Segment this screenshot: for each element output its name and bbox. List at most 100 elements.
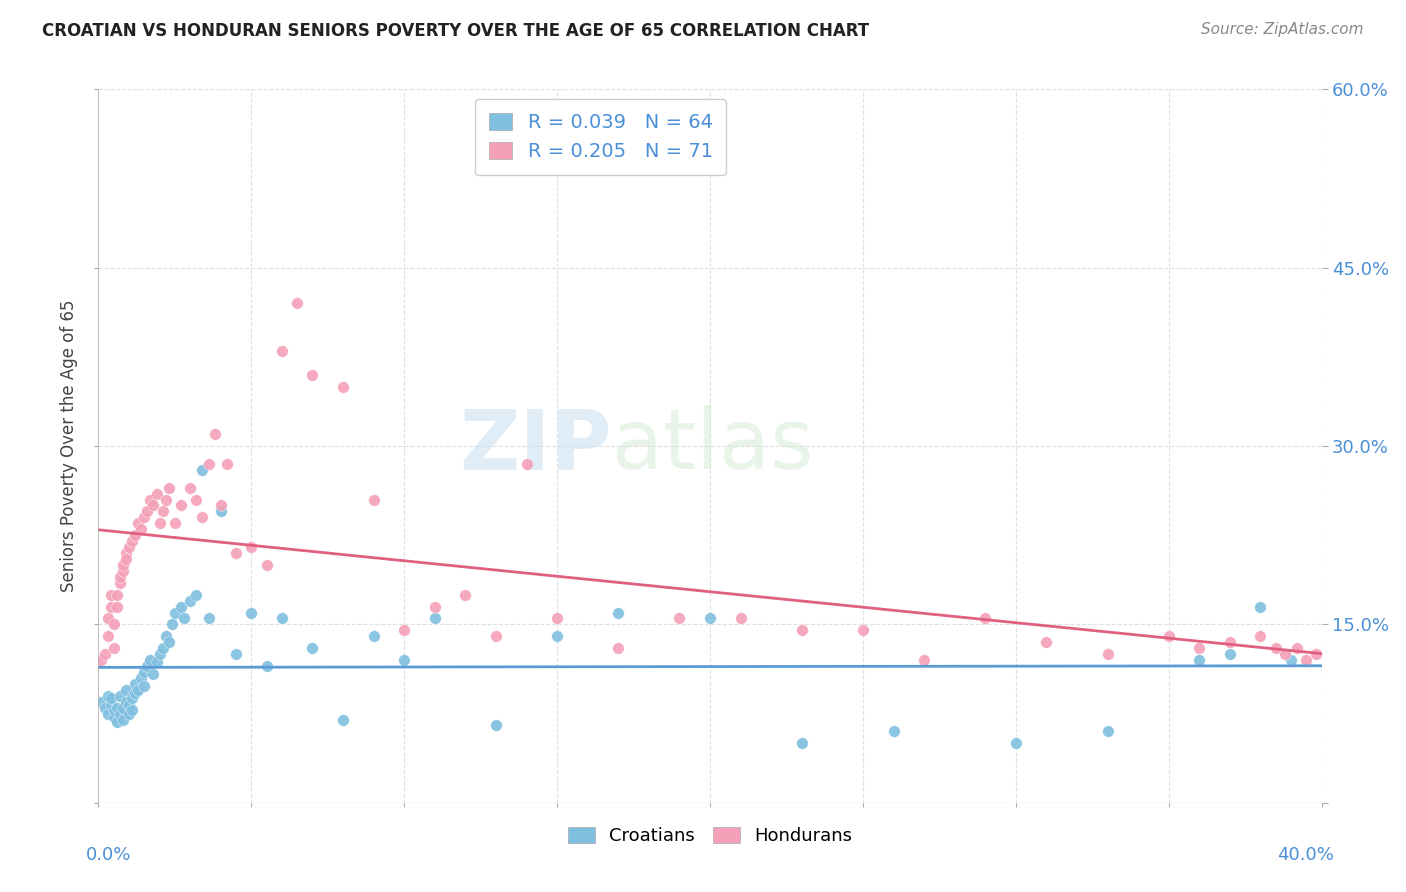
Point [485, 718, 508, 732]
Point [145, 486, 167, 500]
Point [105, 588, 128, 602]
Text: atlas: atlas [612, 406, 814, 486]
Point [392, 624, 416, 638]
Point [142, 667, 165, 681]
Point [423, 599, 446, 614]
Point [129, 522, 152, 536]
Text: ZIP: ZIP [460, 406, 612, 486]
Point [170, 499, 193, 513]
Text: CROATIAN VS HONDURAN SENIORS POVERTY OVER THE AGE OF 65 CORRELATION CHART: CROATIAN VS HONDURAN SENIORS POVERTY OVE… [42, 22, 869, 40]
Point [215, 457, 238, 471]
Point [392, 653, 416, 667]
Point [108, 689, 131, 703]
Point [90, 653, 112, 667]
Point [121, 534, 143, 549]
Point [115, 682, 138, 697]
Point [1249, 599, 1271, 614]
Point [332, 379, 354, 393]
Point [209, 499, 232, 513]
Point [225, 546, 247, 560]
Point [285, 296, 308, 310]
Point [790, 624, 813, 638]
Point [1157, 629, 1180, 643]
Point [256, 558, 278, 572]
Point [197, 611, 219, 625]
Point [134, 665, 156, 679]
Point [139, 492, 162, 507]
Point [90, 695, 112, 709]
Point [197, 457, 219, 471]
Point [1286, 641, 1309, 656]
Point [97, 706, 120, 721]
Point [105, 599, 128, 614]
Point [607, 641, 630, 656]
Point [163, 606, 186, 620]
Point [100, 588, 122, 602]
Point [93, 647, 115, 661]
Point [191, 463, 214, 477]
Point [607, 606, 630, 620]
Point [103, 641, 125, 656]
Point [204, 427, 226, 442]
Point [730, 611, 752, 625]
Point [121, 703, 143, 717]
Point [1219, 635, 1241, 649]
Point [423, 611, 446, 625]
Point [912, 653, 935, 667]
Point [97, 629, 120, 643]
Point [160, 617, 183, 632]
Text: 0.0%: 0.0% [86, 846, 132, 863]
Point [111, 558, 134, 572]
Point [1279, 653, 1302, 667]
Point [103, 710, 125, 724]
Point [516, 457, 538, 471]
Point [115, 546, 138, 560]
Point [103, 703, 125, 717]
Point [100, 698, 122, 713]
Point [136, 504, 159, 518]
Point [240, 606, 263, 620]
Point [108, 706, 131, 721]
Point [127, 682, 149, 697]
Point [124, 686, 146, 700]
Point [124, 528, 146, 542]
Legend: Croatians, Hondurans: Croatians, Hondurans [558, 818, 862, 855]
Point [1035, 635, 1057, 649]
Point [852, 624, 875, 638]
Point [363, 492, 385, 507]
Point [301, 641, 323, 656]
Point [118, 698, 141, 713]
Point [149, 647, 172, 661]
Point [121, 691, 143, 706]
Point [155, 492, 177, 507]
Point [97, 611, 120, 625]
Point [1097, 724, 1119, 739]
Point [155, 629, 177, 643]
Point [111, 713, 134, 727]
Point [186, 492, 208, 507]
Point [270, 611, 292, 625]
Point [1295, 653, 1317, 667]
Point [157, 635, 180, 649]
Point [173, 611, 195, 625]
Point [363, 629, 385, 643]
Point [93, 700, 115, 714]
Point [134, 510, 156, 524]
Point [157, 481, 180, 495]
Point [136, 659, 159, 673]
Point [240, 540, 263, 554]
Point [179, 593, 201, 607]
Point [108, 575, 131, 590]
Point [1219, 647, 1241, 661]
Point [100, 691, 122, 706]
Point [225, 647, 247, 661]
Point [105, 700, 128, 714]
Y-axis label: Seniors Poverty Over the Age of 65: Seniors Poverty Over the Age of 65 [60, 300, 79, 592]
Point [179, 481, 201, 495]
Point [115, 552, 138, 566]
Point [111, 700, 134, 714]
Point [170, 599, 193, 614]
Text: 40.0%: 40.0% [1277, 846, 1334, 863]
Point [191, 510, 214, 524]
Point [256, 659, 278, 673]
